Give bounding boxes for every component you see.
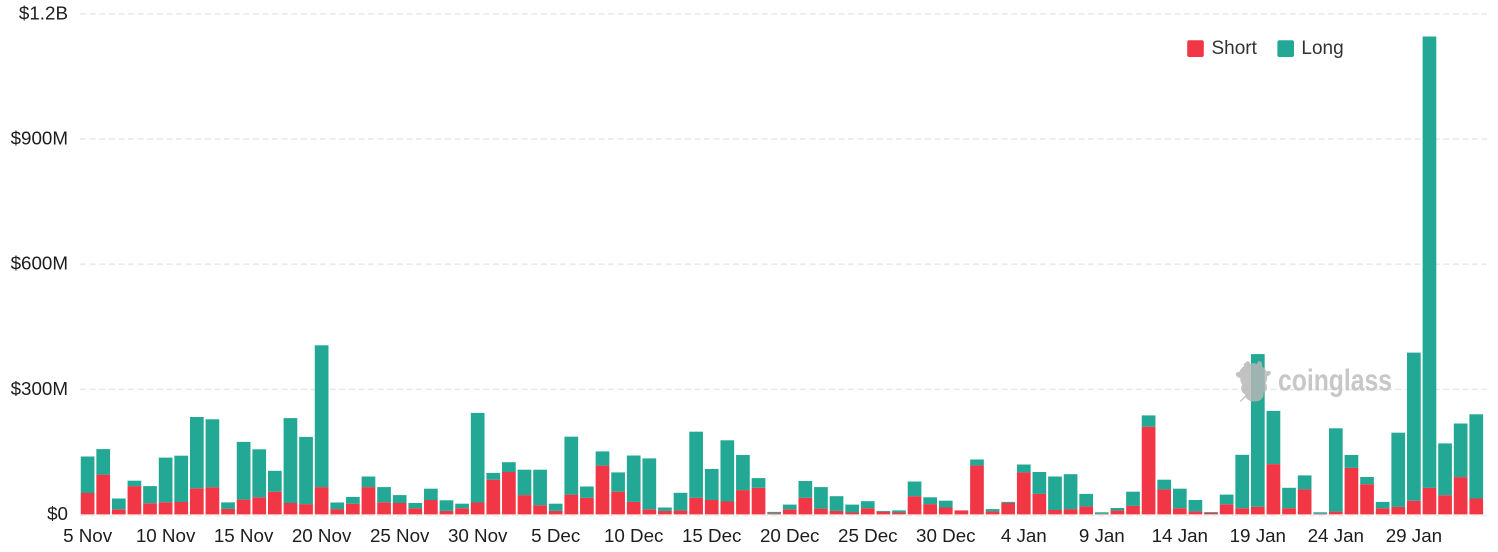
svg-text:24 Jan: 24 Jan: [1308, 525, 1364, 546]
svg-text:29 Jan: 29 Jan: [1386, 525, 1442, 546]
svg-text:$900M: $900M: [11, 128, 68, 149]
svg-text:15 Nov: 15 Nov: [214, 525, 274, 546]
svg-text:5 Dec: 5 Dec: [531, 525, 580, 546]
svg-text:$1.2B: $1.2B: [19, 2, 68, 23]
svg-text:19 Jan: 19 Jan: [1230, 525, 1286, 546]
svg-text:Long: Long: [1301, 38, 1343, 59]
svg-text:coinglass: coinglass: [1278, 363, 1392, 398]
svg-text:$300M: $300M: [11, 378, 68, 399]
svg-text:20 Dec: 20 Dec: [760, 525, 820, 546]
svg-text:25 Dec: 25 Dec: [838, 525, 898, 546]
svg-text:$0: $0: [47, 503, 68, 524]
svg-text:$600M: $600M: [11, 253, 68, 274]
svg-text:25 Nov: 25 Nov: [370, 525, 430, 546]
svg-text:15 Dec: 15 Dec: [682, 525, 742, 546]
svg-text:30 Nov: 30 Nov: [448, 525, 508, 546]
svg-text:4 Jan: 4 Jan: [1001, 525, 1047, 546]
svg-text:10 Dec: 10 Dec: [604, 525, 664, 546]
svg-text:30 Dec: 30 Dec: [916, 525, 976, 546]
svg-text:5 Nov: 5 Nov: [63, 525, 113, 546]
svg-text:10 Nov: 10 Nov: [136, 525, 196, 546]
svg-text:Short: Short: [1212, 38, 1258, 59]
svg-text:14 Jan: 14 Jan: [1152, 525, 1208, 546]
svg-text:9 Jan: 9 Jan: [1079, 525, 1125, 546]
svg-text:20 Nov: 20 Nov: [292, 525, 352, 546]
